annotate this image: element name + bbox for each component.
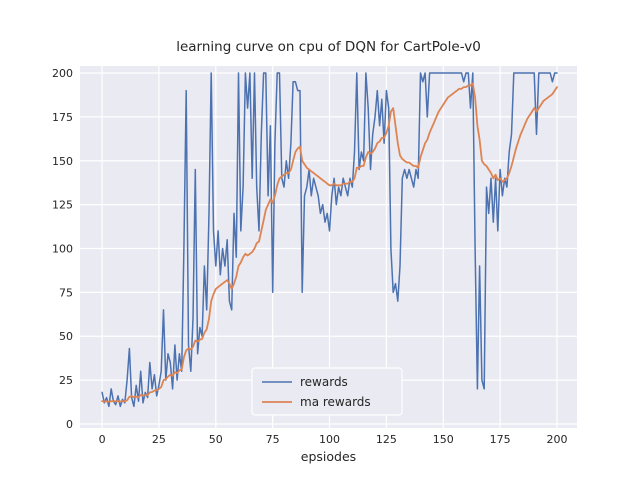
x-tick-label: 0 [99,433,106,446]
x-tick-label: 175 [490,433,511,446]
y-tick-label: 125 [52,199,73,212]
legend-label: ma rewards [300,395,371,409]
chart-title: learning curve on cpu of DQN for CartPol… [176,39,481,55]
x-tick-label: 150 [433,433,454,446]
x-tick-label: 75 [266,433,280,446]
x-tick-label: 25 [152,433,166,446]
x-tick-label: 125 [376,433,397,446]
y-tick-label: 200 [52,67,73,80]
y-tick-label: 50 [59,330,73,343]
y-tick-label: 25 [59,374,73,387]
y-tick-label: 0 [66,418,73,431]
series-group [101,72,558,408]
y-tick-label: 175 [52,111,73,124]
x-axis-label: epsiodes [300,449,357,464]
x-tick-label: 100 [319,433,340,446]
x-tick-label: 200 [546,433,567,446]
legend-box [251,367,403,416]
ma-rewards-line [101,82,558,403]
y-tick-label: 100 [52,242,73,255]
y-tick-label: 75 [59,286,73,299]
y-tick-label: 150 [52,155,73,168]
x-tick-label: 50 [209,433,223,446]
legend-label: rewards [300,375,348,389]
